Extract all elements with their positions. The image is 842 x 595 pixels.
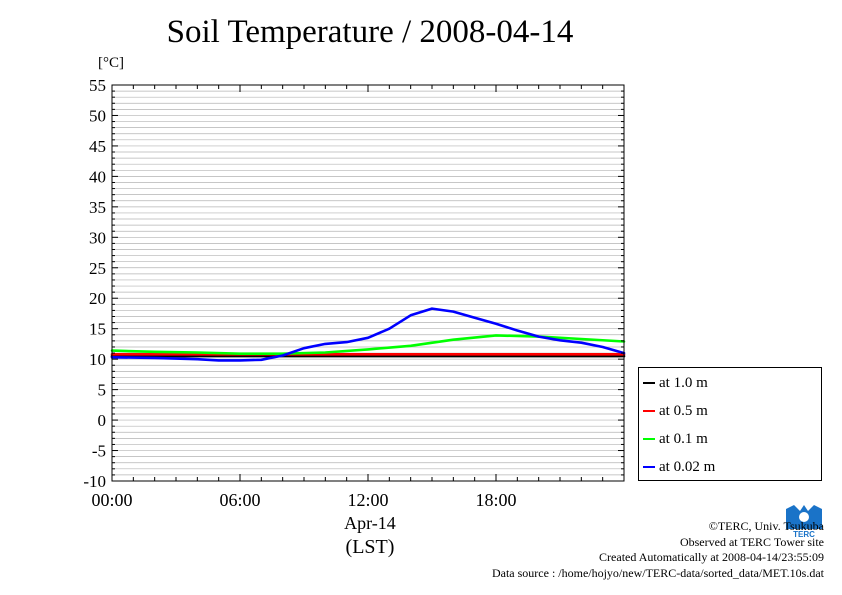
legend-label: at 1.0 m	[659, 374, 708, 391]
x-tick-label: 18:00	[475, 490, 516, 510]
x-zone-label: (LST)	[345, 536, 395, 558]
y-tick-label: -5	[92, 442, 106, 461]
logo-drop	[799, 512, 809, 522]
x-tick-label: 06:00	[219, 490, 260, 510]
logo-text: TERC	[793, 530, 815, 539]
terc-logo: TERC	[784, 503, 824, 539]
grid	[112, 84, 624, 482]
legend-swatch	[643, 410, 655, 412]
source-text: Data source : /home/hojyo/new/TERC-data/…	[491, 565, 824, 580]
legend-item: at 0.5 m	[643, 401, 708, 421]
observed-text: Observed at TERC Tower site	[679, 534, 824, 549]
series-layer	[110, 307, 626, 362]
x-tick-label: 00:00	[91, 490, 132, 510]
y-tick-label: 35	[89, 198, 106, 217]
y-tick-label: 40	[89, 167, 106, 186]
y-tick-label: 0	[98, 411, 107, 430]
legend-item: at 0.02 m	[643, 457, 715, 477]
y-tick-label: 50	[89, 106, 106, 125]
y-tick-label: 30	[89, 228, 106, 247]
x-tick-label: 12:00	[347, 490, 388, 510]
legend-swatch	[643, 438, 655, 440]
legend-item: at 1.0 m	[643, 373, 708, 393]
legend-swatch	[643, 466, 655, 468]
series-line	[110, 307, 626, 362]
x-date-label: Apr-14	[344, 513, 396, 533]
y-tick-label: 5	[98, 381, 107, 400]
y-tick-label: 55	[89, 76, 106, 95]
y-tick-label: 45	[89, 137, 106, 156]
x-axis: 00:00 06:00 12:00 18:00	[91, 85, 625, 510]
y-tick-label: 25	[89, 259, 106, 278]
legend-swatch	[643, 382, 655, 384]
y-tick-label: -10	[83, 472, 106, 491]
chart-title: Soil Temperature / 2008-04-14	[166, 14, 574, 50]
y-tick-label: 20	[89, 289, 106, 308]
legend-item: at 0.1 m	[643, 429, 708, 449]
legend-label: at 0.1 m	[659, 430, 708, 447]
y-tick-label: 15	[89, 320, 106, 339]
created-text: Created Automatically at 2008-04-14/23:5…	[599, 550, 824, 564]
legend: at 1.0 m at 0.5 m at 0.1 m at 0.02 m	[638, 367, 822, 481]
y-tick-label: 10	[89, 350, 106, 369]
legend-label: at 0.02 m	[659, 458, 716, 475]
y-unit-label: [°C]	[98, 55, 124, 71]
legend-label: at 0.5 m	[659, 402, 708, 419]
copyright-text: ©TERC, Univ. Tsukuba	[708, 519, 824, 533]
footer: ©TERC, Univ. Tsukuba Observed at TERC To…	[492, 519, 824, 581]
plot-frame	[111, 84, 625, 482]
